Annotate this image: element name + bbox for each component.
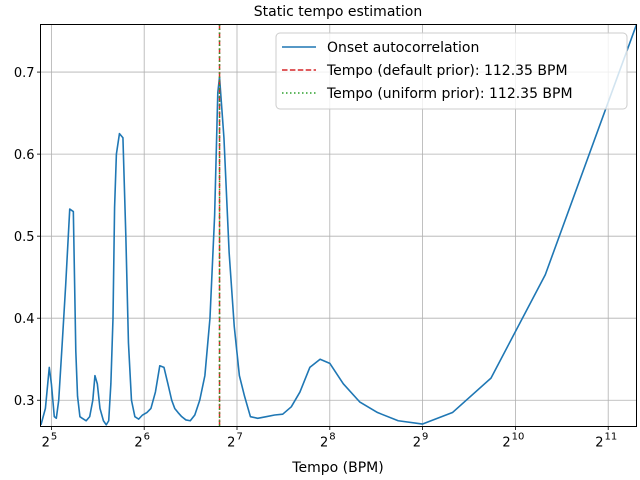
legend-label-onset-autocorrelation: Onset autocorrelation [327,40,479,56]
x-tick-exponent: 6 [144,432,150,443]
y-tick-label: 0.6 [14,148,35,163]
axes-frame [40,24,637,427]
x-tick-exponent: 10 [512,432,525,443]
y-tick-label: 0.3 [14,394,35,409]
legend-box [275,32,628,110]
x-tick-exponent: 9 [422,432,428,443]
chart-title: Static tempo estimation [254,4,422,20]
x-tick-exponent: 11 [604,432,617,443]
x-tick-exponent: 5 [51,432,57,443]
legend-label-tempo-default: Tempo (default prior): 112.35 BPM [326,63,568,79]
y-tick-label: 0.4 [14,312,35,327]
x-tick-exponent: 7 [236,432,242,443]
x-axis-label: Tempo (BPM) [291,460,383,476]
plot-area [40,24,638,427]
grid-lines [40,24,637,427]
legend-label-tempo-uniform: Tempo (uniform prior): 112.35 BPM [326,86,573,102]
series-line-onset-autocorrelation [40,24,638,426]
legend: Onset autocorrelation Tempo (default pri… [275,32,628,110]
y-tick-label: 0.5 [14,230,35,245]
y-axis-ticks: 0.3 0.4 0.5 0.6 0.7 [14,66,41,409]
x-tick-exponent: 8 [329,432,335,443]
y-tick-label: 0.7 [14,66,35,81]
